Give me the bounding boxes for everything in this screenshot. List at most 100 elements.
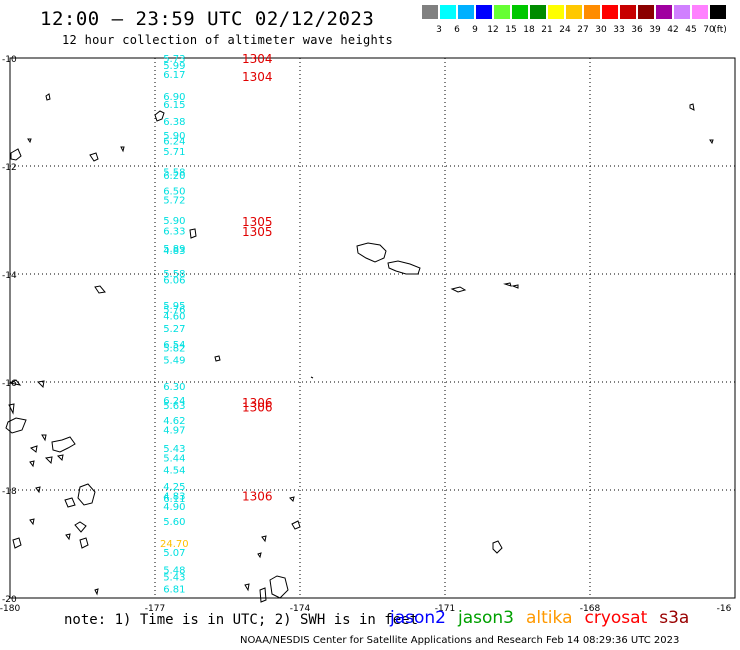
color-scale-legend: 3 6 9 12 15 18 21 24 27 30 33 36 39 42 45 70 (ft) [422, 5, 728, 35]
wave-height-label: 4.97 [163, 426, 185, 437]
wave-height-label: 6.06 [163, 275, 185, 286]
scale-swatch [692, 5, 708, 19]
wave-height-label: 5.44 [163, 454, 185, 465]
scale-label: 42 [667, 25, 679, 35]
wave-height-label: 6.33 [163, 226, 185, 237]
lon-label: -174 [290, 604, 311, 614]
page-title: 12:00 – 23:59 UTC 02/12/2023 [40, 8, 375, 30]
lon-label: -16 [717, 604, 732, 614]
scale-swatch [458, 5, 474, 19]
scale-swatch [602, 5, 618, 19]
wave-height-label: 24.70 [160, 539, 189, 550]
wave-height-label: 6.38 [163, 117, 185, 128]
scale-swatch [530, 5, 546, 19]
wave-height-label: 5.27 [163, 324, 185, 335]
wave-height-label: 4.54 [163, 465, 185, 476]
scale-swatch [674, 5, 690, 19]
wave-height-label: 5.71 [163, 147, 185, 158]
time-label: 1304 [242, 52, 273, 66]
lat-label: -20 [2, 595, 17, 605]
scale-swatch [566, 5, 582, 19]
lon-label: -177 [145, 604, 165, 614]
wave-height-label: 5.82 [163, 343, 185, 354]
wave-height-label: 5.48 [163, 565, 185, 576]
wave-height-label: 6.24 [163, 396, 185, 407]
wave-height-label: 4.83 [163, 491, 185, 502]
wave-height-label: 4.90 [163, 502, 185, 513]
time-label: 1306 [242, 400, 273, 414]
wave-height-label: 6.11 [163, 494, 185, 505]
wave-height-label: 6.30 [163, 382, 185, 393]
map-frame [9, 57, 736, 599]
satellite-legend: jason2 jason3 altika cryosat s3a [390, 608, 701, 628]
wave-height-label: 5.58 [163, 269, 185, 280]
observation-labels: 5.735.996.176.906.156.385.906.245.715.58… [160, 54, 189, 595]
wave-height-label: 5.89 [163, 244, 185, 255]
page-subtitle: 12 hour collection of altimeter wave hei… [62, 33, 394, 47]
lon-label: -171 [435, 604, 455, 614]
island-wallis [189, 228, 197, 239]
wave-height-label: 5.72 [163, 195, 185, 206]
wave-height-label: 6.15 [163, 100, 185, 111]
island-tutuila [450, 286, 467, 293]
map-grid: -10 -12 -14 -16 -18 -20-180 -177 -174 -171 -168 -1… [0, 55, 736, 614]
scale-label: 6 [454, 25, 460, 35]
scale-swatch [710, 5, 726, 19]
scale-label: 3 [436, 25, 442, 35]
scale-label: 45 [685, 25, 697, 35]
scale-swatch [656, 5, 672, 19]
scale-swatch [440, 5, 456, 19]
wave-height-label: 5.49 [163, 355, 185, 366]
wave-height-label: 5.99 [163, 61, 185, 72]
scale-label: 15 [505, 25, 517, 35]
scale-unit: (ft) [713, 25, 727, 35]
credit-line: NOAA/NESDIS Center for Satellite Applica… [240, 635, 680, 646]
lat-label: -16 [2, 379, 17, 389]
scale-swatch [584, 5, 600, 19]
wave-height-label: 5.73 [163, 54, 185, 65]
satellite-altika: altika [526, 608, 573, 628]
scale-label: 27 [577, 25, 589, 35]
footnote: note: 1) Time is in UTC; 2) SWH is in fe… [64, 612, 419, 628]
scale-swatch [476, 5, 492, 19]
island-vanua-levu [51, 436, 76, 453]
lon-label: -168 [580, 604, 601, 614]
wave-height-label: 5.43 [163, 444, 185, 455]
time-label: 1306 [242, 489, 273, 503]
island-samoa-savaii [356, 242, 387, 263]
scale-swatch [512, 5, 528, 19]
time-label: 1304 [242, 70, 273, 84]
scale-label: 12 [487, 25, 499, 35]
island-futuna [94, 285, 106, 294]
lon-label: -180 [0, 604, 20, 614]
scale-swatch [638, 5, 654, 19]
satellite-s3a: s3a [659, 608, 690, 628]
lat-label: -10 [2, 55, 17, 65]
wave-height-label: 4.83 [163, 246, 185, 257]
scale-swatch [548, 5, 564, 19]
wave-height-label: 4.60 [163, 312, 185, 323]
wave-height-label: 5.95 [163, 301, 185, 312]
wave-height-label: 5.90 [163, 216, 185, 227]
time-label: 1305 [242, 225, 273, 239]
scale-label: 30 [595, 25, 607, 35]
wave-height-label: 6.90 [163, 92, 185, 103]
wave-height-label: 6.81 [163, 584, 185, 595]
scale-label: 33 [613, 25, 625, 35]
lat-label: -14 [2, 271, 17, 281]
scale-label: 70 [703, 25, 715, 35]
island-viti-levu [5, 417, 27, 434]
wave-height-label: 5.63 [163, 401, 185, 412]
scale-label: 18 [523, 25, 535, 35]
scale-label: 36 [631, 25, 643, 35]
wave-height-label: 6.24 [163, 137, 185, 148]
wave-height-label: 5.43 [163, 572, 185, 583]
wave-height-label: 6.50 [163, 186, 185, 197]
scale-label: 39 [649, 25, 661, 35]
island-manua [503, 282, 519, 289]
satellite-jason3: jason3 [458, 608, 514, 628]
scale-swatch [494, 5, 510, 19]
lat-label: -18 [2, 487, 17, 497]
scale-swatch [620, 5, 636, 19]
